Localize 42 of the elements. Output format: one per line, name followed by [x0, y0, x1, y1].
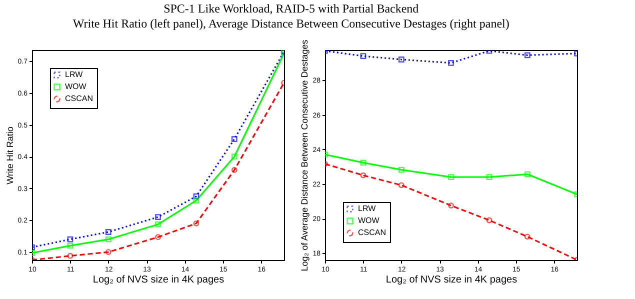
point: [486, 174, 492, 180]
point: [524, 52, 530, 58]
point: [524, 171, 530, 178]
point: [398, 166, 404, 173]
point: [231, 136, 238, 142]
legend-label: CSCAN: [358, 228, 386, 237]
point: [231, 154, 238, 160]
point: [360, 53, 366, 59]
legend-label: LRW: [65, 70, 84, 79]
point: [105, 236, 112, 242]
point: [360, 172, 366, 178]
point: [155, 214, 161, 220]
point: [448, 202, 454, 208]
point: [67, 236, 74, 242]
point: [193, 193, 200, 200]
point: [398, 56, 404, 62]
legend-label: WOW: [358, 216, 380, 225]
point: [67, 252, 74, 259]
point: [67, 242, 74, 249]
point: [360, 160, 366, 166]
point: [448, 60, 454, 66]
chart-subtitle: Write Hit Ratio (left panel), Average Distance Between Consecutive Destages (right panel): [72, 16, 510, 31]
point: [398, 182, 404, 188]
point: [155, 221, 161, 228]
y-axis-title: Log₂ of Average Distance Between Consecutive Destages: [300, 39, 310, 272]
point: [105, 249, 112, 255]
x-axis-title: Log₂ of NVS size in 4K pages: [92, 274, 224, 286]
legend-label: CSCAN: [65, 94, 94, 103]
line-series: [325, 152, 577, 198]
point: [155, 234, 161, 240]
legend-label: WOW: [65, 82, 87, 91]
point: [193, 198, 200, 204]
chart-title: SPC-1 Like Workload, RAID-5 with Partial Backend: [164, 2, 419, 16]
point: [231, 167, 238, 173]
point: [193, 220, 200, 226]
legend-label: LRW: [358, 204, 376, 213]
point: [486, 217, 492, 224]
x-axis-title: Log₂ of NVS size in 4K pages: [386, 274, 518, 286]
point: [448, 174, 454, 180]
y-axis-title: Write Hit Ratio: [4, 126, 15, 184]
point: [524, 234, 530, 240]
point: [105, 229, 112, 235]
